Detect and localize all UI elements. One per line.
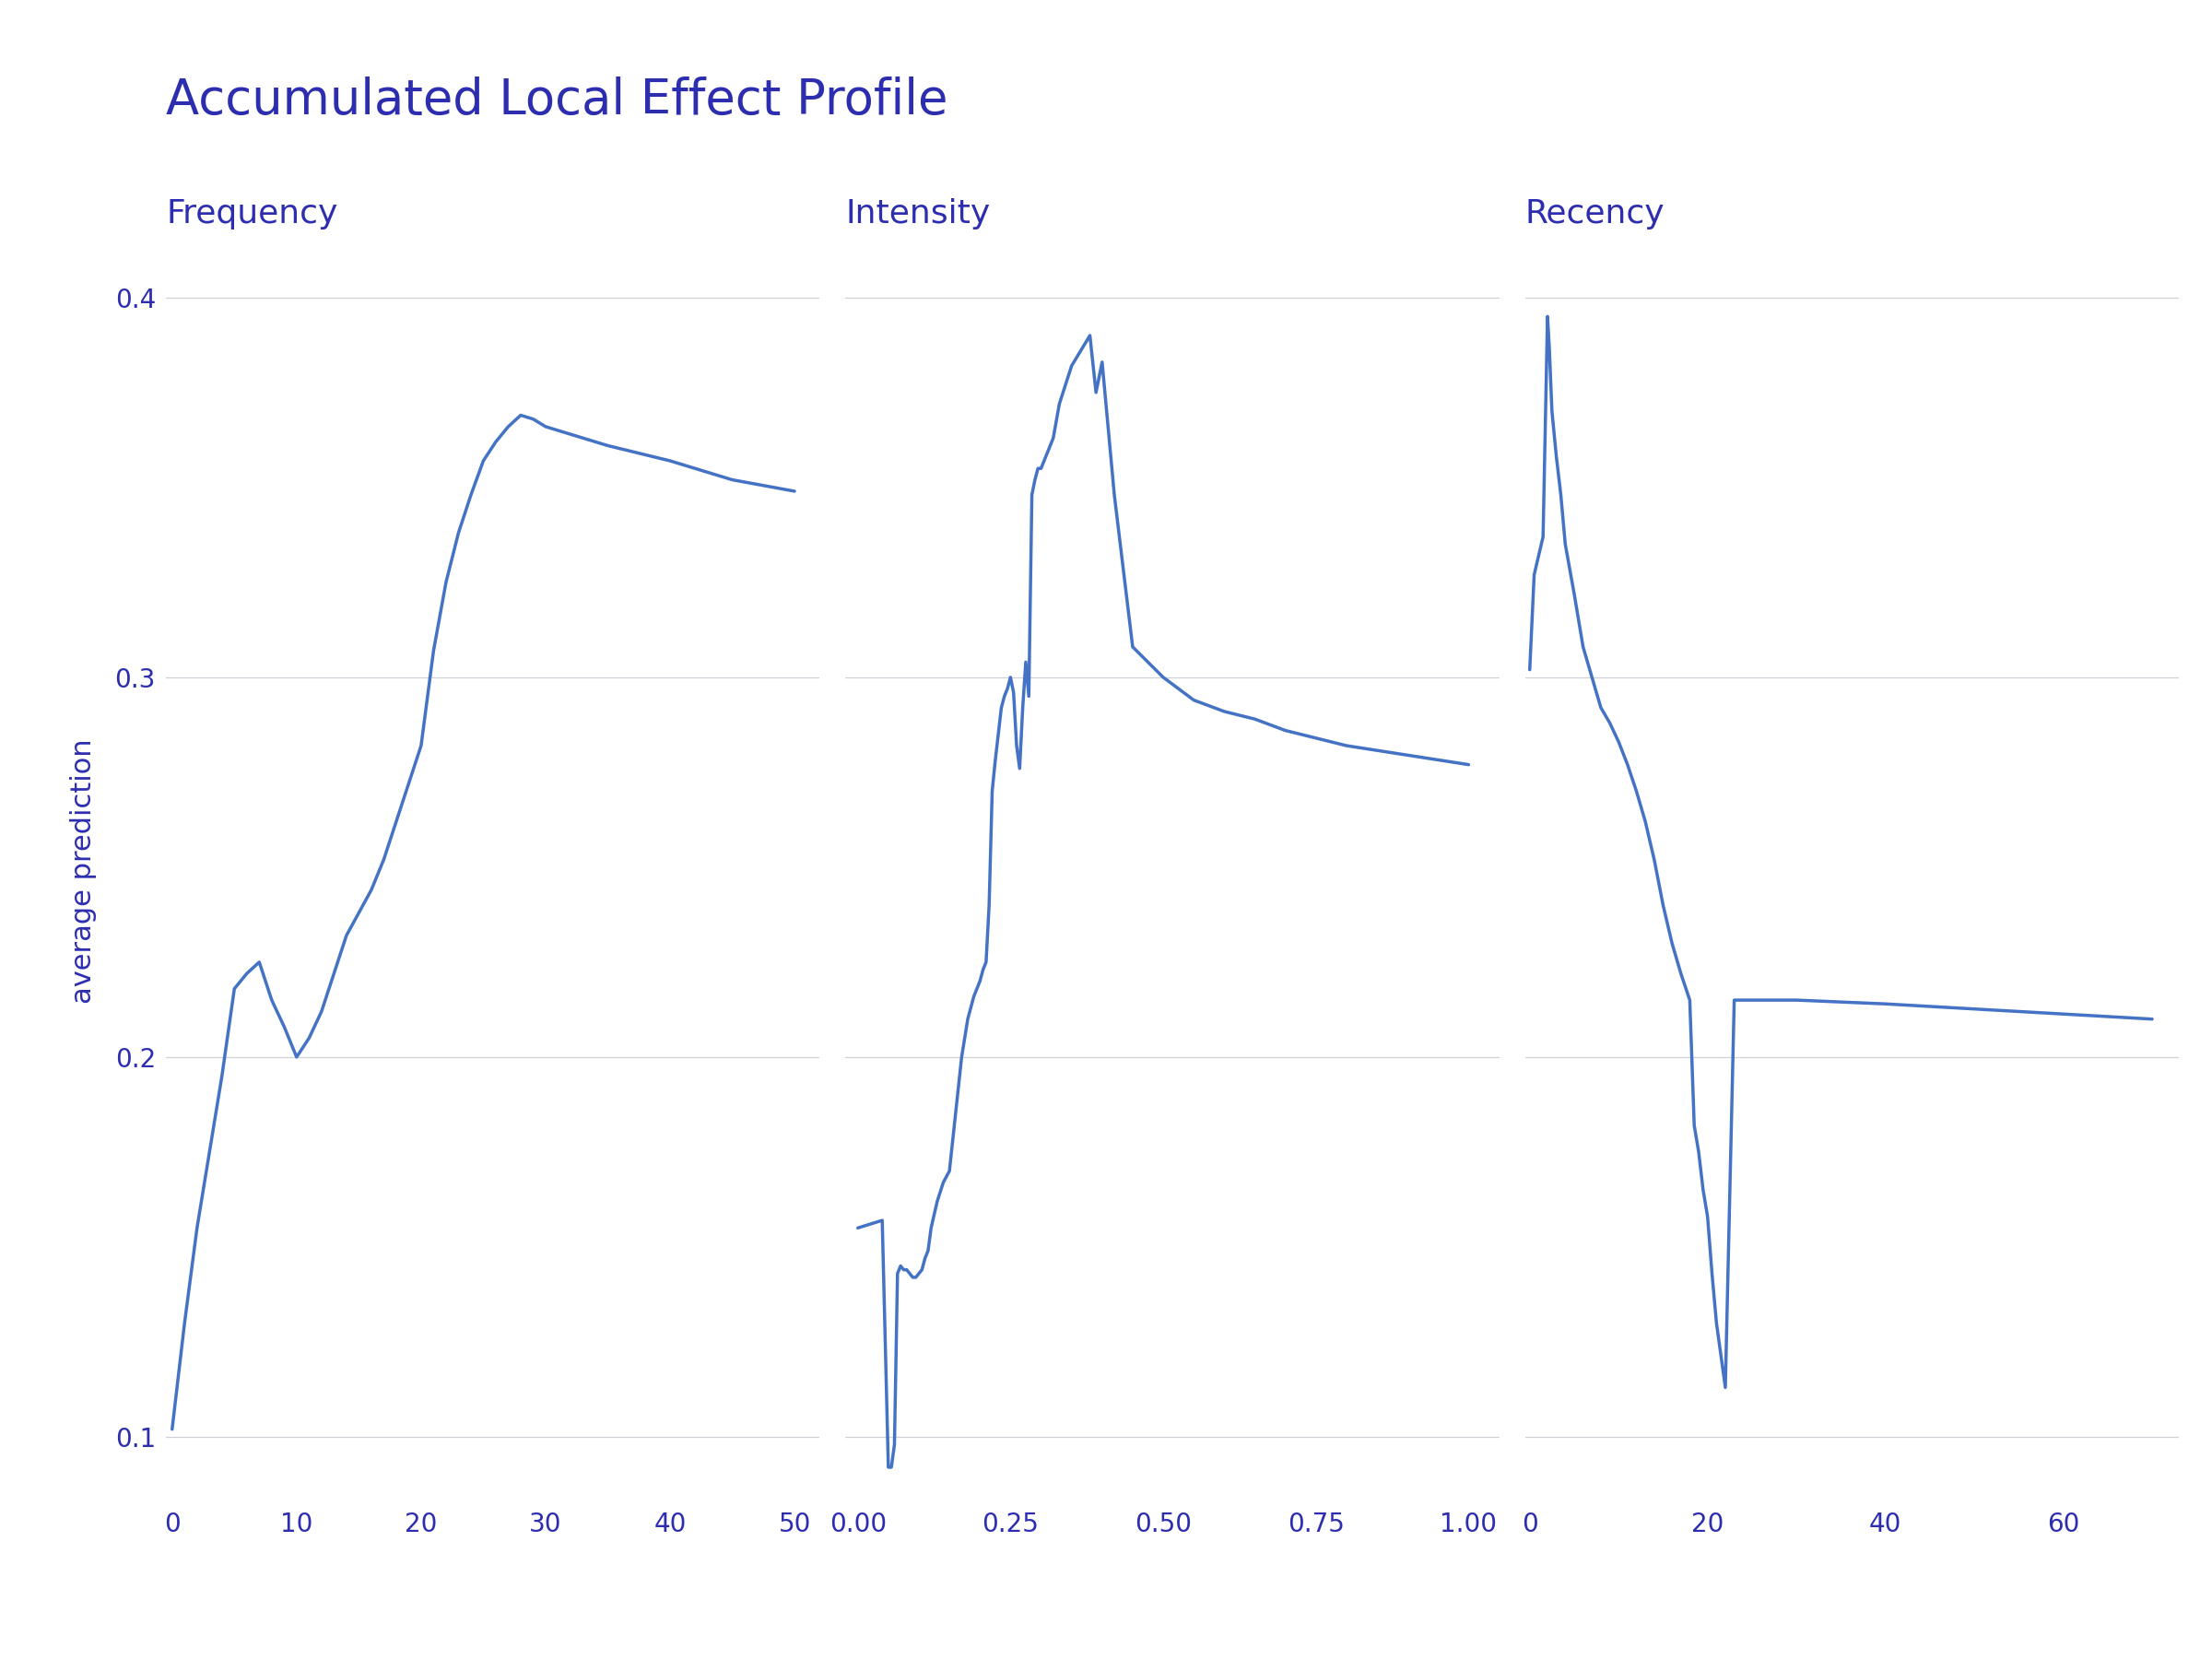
- Text: Recency: Recency: [1526, 197, 1666, 229]
- Text: Frequency: Frequency: [166, 197, 338, 229]
- Y-axis label: average prediction: average prediction: [71, 738, 97, 1004]
- Text: Accumulated Local Effect Profile: Accumulated Local Effect Profile: [166, 76, 947, 124]
- Text: Intensity: Intensity: [845, 197, 991, 229]
